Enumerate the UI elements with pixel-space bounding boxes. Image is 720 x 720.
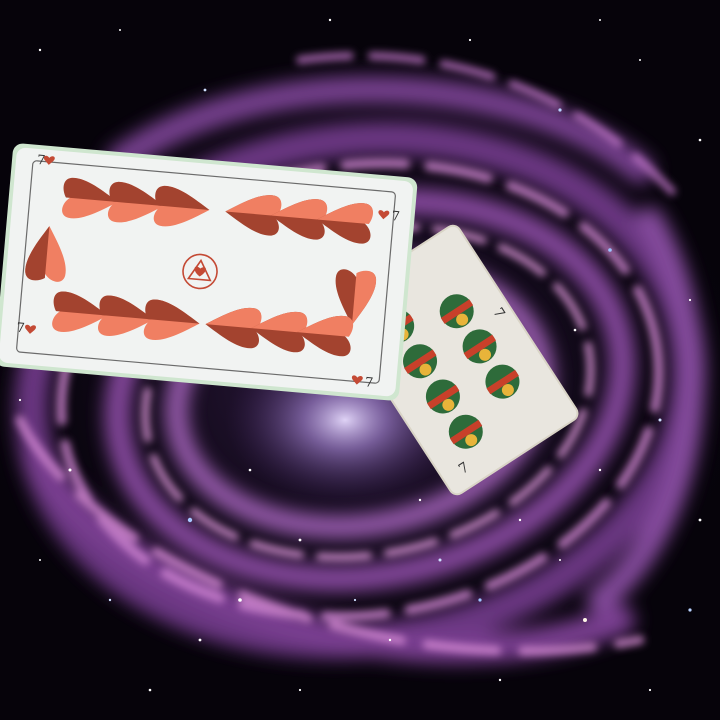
corner-index-top-left: 7 — [36, 153, 55, 169]
corner-index-top-right: 7 — [378, 209, 401, 225]
corner-index-bottom-right: 7 — [351, 375, 374, 391]
corner-index-bottom-left: 7 — [16, 321, 36, 337]
svg-text:7: 7 — [391, 209, 401, 225]
svg-text:7: 7 — [16, 321, 26, 337]
hearts-card-frame — [16, 160, 396, 384]
svg-text:7: 7 — [36, 153, 46, 169]
center-emblem — [182, 253, 218, 290]
svg-text:7: 7 — [364, 375, 374, 391]
hearts-pips — [24, 177, 377, 358]
